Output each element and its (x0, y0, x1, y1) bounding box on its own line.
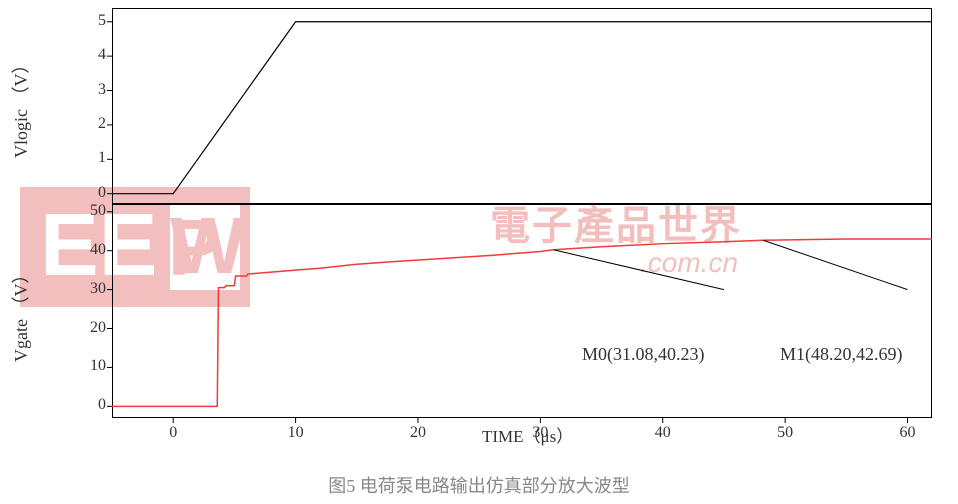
ytick-label: 1 (76, 149, 106, 167)
series-vgate (112, 239, 932, 406)
ytick-label: 50 (76, 202, 106, 220)
ylabel-vlogic: Vlogic （V） (8, 58, 34, 158)
xtick-label: 60 (900, 424, 916, 442)
xtick-label: 10 (288, 424, 304, 442)
series-vlogic (112, 22, 932, 194)
ytick-label: 0 (76, 396, 106, 414)
ytick-label: 2 (76, 115, 106, 133)
ytick-label: 3 (76, 81, 106, 99)
xlabel: TIME（μs） (482, 422, 573, 447)
figure-caption: 图5 电荷泵电路输出仿真部分放大波型 (0, 472, 958, 498)
ytick-label: 30 (76, 280, 106, 298)
marker-label: M0(31.08,40.23) (582, 344, 705, 365)
xtick-label: 40 (655, 424, 671, 442)
ytick-label: 4 (76, 46, 106, 64)
ytick-label: 20 (76, 319, 106, 337)
xtick-label: 50 (777, 424, 793, 442)
chart-container: Vlogic （V） Vgate （V） TIME（μs） 0123450102… (62, 8, 932, 448)
xtick-label: 0 (169, 424, 177, 442)
ytick-label: 10 (76, 357, 106, 375)
ytick-label: 40 (76, 241, 106, 259)
xtick-label: 30 (532, 424, 548, 442)
ytick-label: 5 (76, 12, 106, 30)
plot-svg (62, 8, 932, 448)
ylabel-vgate: Vgate （V） (8, 264, 34, 364)
xtick-label: 20 (410, 424, 426, 442)
marker-label: M1(48.20,42.69) (780, 344, 903, 365)
ytick-label: 0 (76, 184, 106, 202)
